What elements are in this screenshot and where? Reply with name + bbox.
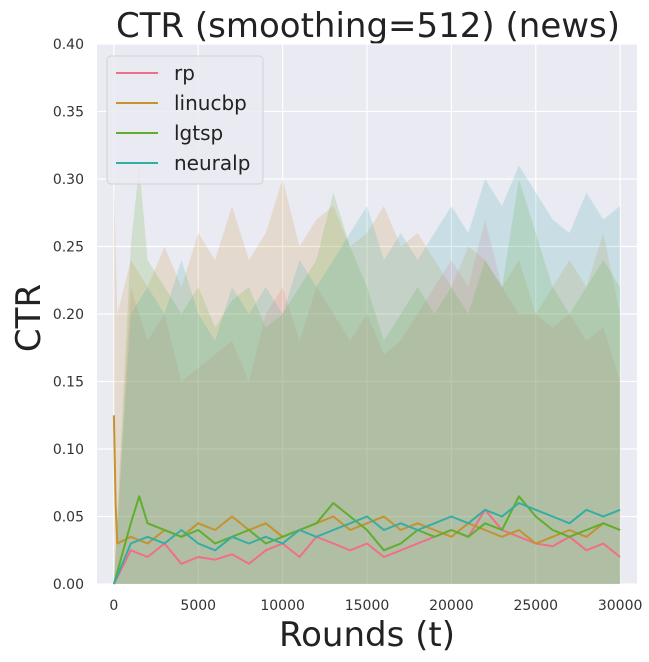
y-axis-label: CTR: [9, 284, 49, 352]
y-tick-label: 0.40: [53, 37, 84, 53]
legend-label-lgtsp: lgtsp: [174, 121, 223, 145]
y-tick-label: 0.15: [53, 375, 84, 391]
x-tick-label: 20000: [429, 598, 474, 614]
x-axis-label: Rounds (t): [279, 615, 455, 655]
legend-label-neuralp: neuralp: [174, 151, 250, 175]
legend-box: [106, 55, 264, 185]
x-tick-label: 10000: [260, 598, 305, 614]
x-tick-label: 5000: [180, 598, 216, 614]
x-tick-label: 15000: [345, 598, 390, 614]
y-tick-label: 0.10: [53, 442, 84, 458]
x-tick-label: 25000: [513, 598, 558, 614]
legend-label-linucbp: linucbp: [174, 91, 247, 115]
x-tick-label: 0: [109, 598, 118, 614]
legend: rp linucbp lgtsp neuralp: [106, 55, 264, 185]
line-lgtsp: [112, 495, 621, 585]
y-tick-label: 0.20: [53, 307, 84, 323]
y-tick-labels: 0.00 0.05 0.10 0.15 0.20 0.25 0.30 0.35 0.40: [53, 37, 84, 593]
y-tick-label: 0.25: [53, 240, 84, 256]
y-tick-label: 0.30: [53, 172, 84, 188]
legend-label-rp: rp: [174, 61, 195, 85]
series-lines: [112, 415, 621, 585]
y-tick-label: 0.00: [53, 577, 84, 593]
grid-lines: [97, 43, 637, 585]
band-rp: [113, 219, 621, 584]
band-lgtsp: [113, 165, 621, 584]
y-tick-label: 0.35: [53, 105, 84, 121]
series-bands: [113, 165, 621, 584]
y-tick-label: 0.05: [53, 510, 84, 526]
x-tick-label: 30000: [598, 598, 643, 614]
line-neuralp: [112, 502, 621, 585]
x-tick-labels: 0 5000 10000 15000 20000 25000 30000: [109, 598, 642, 614]
chart-title: CTR (smoothing=512) (news): [116, 6, 620, 46]
band-neuralp: [113, 165, 621, 584]
band-linucbp: [113, 179, 621, 584]
